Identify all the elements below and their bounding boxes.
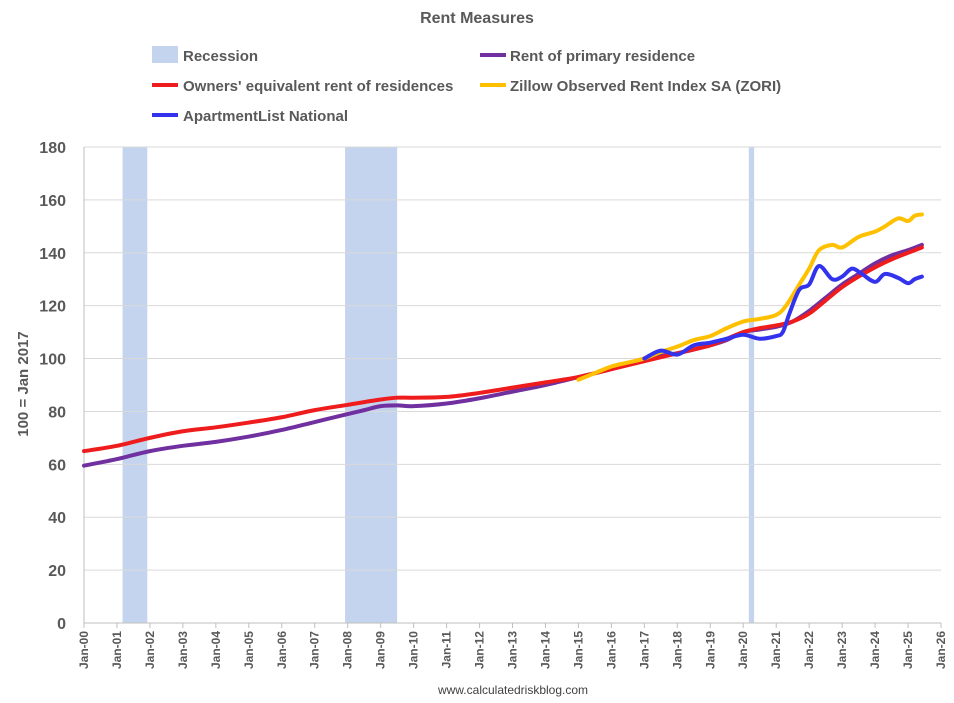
series-line-apartmentlist-national bbox=[642, 264, 924, 361]
y-tick-label-40: 40 bbox=[48, 510, 66, 527]
x-tick-label-Jan-03: Jan-03 bbox=[176, 631, 190, 669]
x-tick-label-Jan-23: Jan-23 bbox=[835, 631, 849, 669]
x-tick-label-Jan-11: Jan-11 bbox=[440, 631, 454, 669]
x-tick-label-Jan-08: Jan-08 bbox=[341, 631, 355, 669]
x-tick-label-Jan-07: Jan-07 bbox=[308, 631, 322, 669]
x-tick-label-Jan-06: Jan-06 bbox=[275, 631, 289, 669]
x-tick-label-Jan-02: Jan-02 bbox=[143, 631, 157, 669]
source-credit: www.calculatedriskblog.com bbox=[437, 683, 588, 697]
y-tick-label-140: 140 bbox=[39, 246, 66, 263]
legend: Recession Rent of primary residence Owne… bbox=[152, 46, 781, 125]
x-tick-label-Jan-25: Jan-25 bbox=[901, 631, 915, 669]
x-tick-label-Jan-19: Jan-19 bbox=[703, 631, 717, 669]
x-tick-label-Jan-14: Jan-14 bbox=[538, 631, 552, 669]
x-tick-label-Jan-09: Jan-09 bbox=[374, 631, 388, 669]
axes bbox=[83, 147, 942, 628]
y-tick-label-160: 160 bbox=[39, 193, 66, 210]
recession-bands bbox=[122, 147, 755, 623]
y-tick-label-100: 100 bbox=[39, 352, 66, 369]
legend-label-recession: Recession bbox=[183, 48, 258, 65]
legend-label-rent-primary: Rent of primary residence bbox=[510, 48, 695, 65]
x-tick-label-Jan-04: Jan-04 bbox=[209, 631, 223, 669]
y-tick-labels: 0 20 40 60 80 100 120 140 160 180 bbox=[39, 140, 66, 633]
y-tick-label-20: 20 bbox=[48, 563, 66, 580]
x-tick-label-Jan-20: Jan-20 bbox=[736, 631, 750, 669]
y-tick-label-60: 60 bbox=[48, 457, 66, 474]
y-tick-label-180: 180 bbox=[39, 140, 66, 157]
chart-title: Rent Measures bbox=[420, 10, 534, 27]
x-tick-label-Jan-00: Jan-00 bbox=[77, 631, 91, 669]
gridlines bbox=[84, 146, 941, 571]
x-tick-labels: Jan-00 Jan-01 Jan-02 Jan-03 Jan-04 Jan-05 Jan-… bbox=[77, 631, 948, 669]
x-tick-label-Jan-15: Jan-15 bbox=[571, 631, 585, 669]
x-tick-label-Jan-17: Jan-17 bbox=[637, 631, 651, 669]
x-tick-label-Jan-26: Jan-26 bbox=[934, 631, 948, 669]
y-tick-label-0: 0 bbox=[57, 616, 66, 633]
x-tick-label-Jan-22: Jan-22 bbox=[802, 631, 816, 669]
legend-label-zori: Zillow Observed Rent Index SA (ZORI) bbox=[510, 78, 781, 95]
y-tick-label-120: 120 bbox=[39, 299, 66, 316]
legend-label-apartmentlist: ApartmentList National bbox=[183, 108, 348, 125]
x-tick-label-Jan-24: Jan-24 bbox=[868, 631, 882, 669]
recession-band-1 bbox=[122, 147, 148, 623]
x-tick-label-Jan-10: Jan-10 bbox=[407, 631, 421, 669]
x-tick-label-Jan-01: Jan-01 bbox=[110, 631, 124, 669]
legend-swatch-recession bbox=[152, 46, 178, 63]
recession-band-3 bbox=[748, 147, 755, 623]
x-tick-label-Jan-21: Jan-21 bbox=[769, 631, 783, 669]
x-tick-label-Jan-12: Jan-12 bbox=[473, 631, 487, 669]
x-tick-label-Jan-05: Jan-05 bbox=[242, 631, 256, 669]
x-tick-label-Jan-18: Jan-18 bbox=[670, 631, 684, 669]
x-tick-label-Jan-16: Jan-16 bbox=[604, 631, 618, 669]
series-lines bbox=[82, 212, 924, 468]
x-tick-label-Jan-13: Jan-13 bbox=[506, 631, 520, 669]
recession-band-2 bbox=[345, 147, 398, 623]
y-tick-label-80: 80 bbox=[48, 404, 66, 421]
legend-label-oer: Owners' equivalent rent of residences bbox=[183, 78, 453, 95]
y-axis-title: 100 = Jan 2017 bbox=[15, 331, 32, 437]
